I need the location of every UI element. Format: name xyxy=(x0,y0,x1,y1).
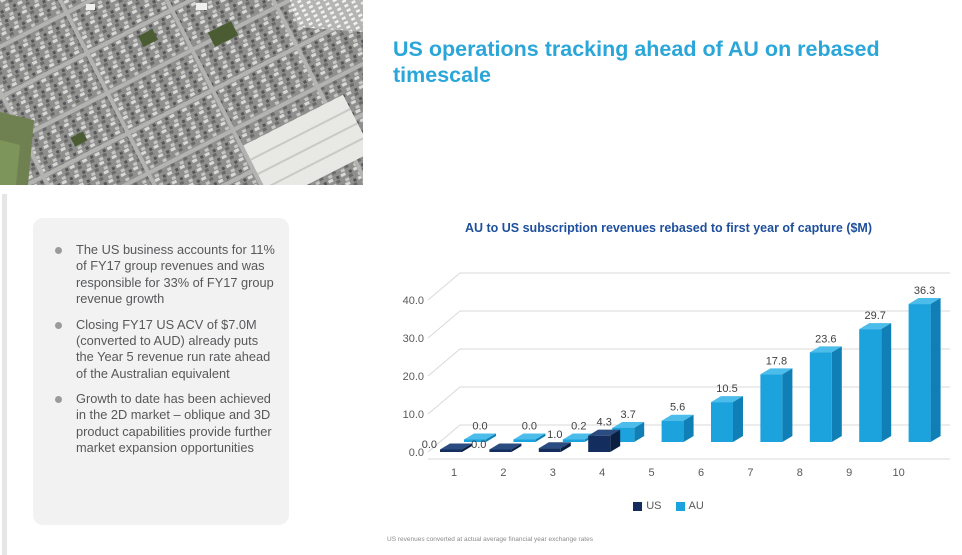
bullet-item: Closing FY17 US ACV of $7.0M (converted … xyxy=(53,317,275,383)
svg-text:5.6: 5.6 xyxy=(670,402,685,414)
svg-text:9: 9 xyxy=(846,467,852,479)
chart-legend: US AU xyxy=(385,500,952,512)
summary-panel: The US business accounts for 11% of FY17… xyxy=(33,218,289,525)
page-edge-strip xyxy=(2,194,7,555)
chart-title: AU to US subscription revenues rebased t… xyxy=(464,221,873,235)
svg-text:1: 1 xyxy=(451,467,457,479)
svg-text:1.0: 1.0 xyxy=(547,429,562,441)
bullet-icon xyxy=(55,247,62,254)
svg-text:8: 8 xyxy=(797,467,803,479)
svg-text:29.7: 29.7 xyxy=(864,310,885,322)
svg-text:10.5: 10.5 xyxy=(716,383,737,395)
au-series-swatch xyxy=(675,501,685,511)
svg-text:7: 7 xyxy=(747,467,753,479)
legend-item-au: AU xyxy=(675,500,704,512)
svg-text:5: 5 xyxy=(649,467,655,479)
svg-text:0.0: 0.0 xyxy=(522,421,537,433)
svg-text:23.6: 23.6 xyxy=(815,333,836,345)
us-series-swatch xyxy=(633,501,643,511)
svg-text:30.0: 30.0 xyxy=(403,333,424,345)
aerial-photo xyxy=(0,0,363,185)
svg-text:10: 10 xyxy=(892,467,904,479)
svg-text:4: 4 xyxy=(599,467,605,479)
legend-label-au: AU xyxy=(688,500,704,512)
svg-text:20.0: 20.0 xyxy=(403,371,424,383)
page-title: US operations tracking ahead of AU on re… xyxy=(393,37,880,88)
svg-text:17.8: 17.8 xyxy=(766,355,787,367)
svg-text:0.0: 0.0 xyxy=(471,439,486,451)
svg-text:4.3: 4.3 xyxy=(597,417,612,429)
legend-item-us: US xyxy=(633,500,662,512)
svg-text:10.0: 10.0 xyxy=(403,409,424,421)
svg-text:2: 2 xyxy=(500,467,506,479)
svg-text:0.2: 0.2 xyxy=(571,421,586,433)
chart-footnote: US revenues converted at actual average … xyxy=(387,536,593,543)
bullet-text: Closing FY17 US ACV of $7.0M (converted … xyxy=(76,316,271,381)
svg-text:0.0: 0.0 xyxy=(409,447,424,459)
bullet-text: Growth to date has been achieved in the … xyxy=(76,391,272,456)
legend-label-us: US xyxy=(646,500,662,512)
bullet-icon xyxy=(55,321,62,329)
svg-text:3: 3 xyxy=(550,467,556,479)
bullet-text: The US business accounts for 11% of FY17… xyxy=(76,242,275,307)
bullet-item: Growth to date has been achieved in the … xyxy=(53,391,275,457)
svg-text:36.3: 36.3 xyxy=(914,285,935,297)
svg-text:0.0: 0.0 xyxy=(472,421,487,433)
svg-text:3.7: 3.7 xyxy=(621,409,636,421)
svg-text:6: 6 xyxy=(698,467,704,479)
svg-text:0.0: 0.0 xyxy=(422,439,437,451)
bullet-icon xyxy=(55,396,62,403)
svg-text:40.0: 40.0 xyxy=(403,295,424,307)
bullet-item: The US business accounts for 11% of FY17… xyxy=(53,242,275,308)
